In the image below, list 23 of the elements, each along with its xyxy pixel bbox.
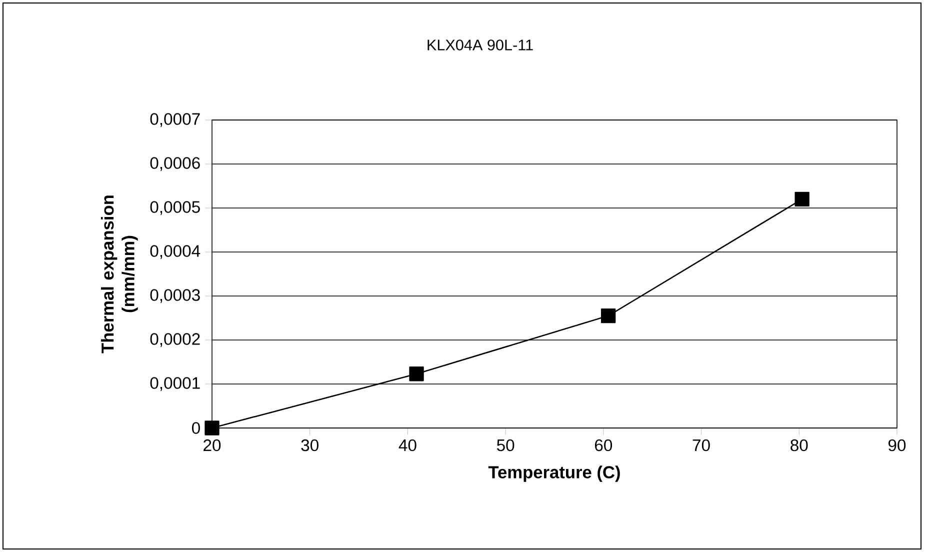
x-tick-label: 60: [594, 439, 612, 452]
x-tick-label: 80: [790, 439, 808, 452]
x-tick-label: 90: [888, 439, 906, 452]
point: [204, 420, 220, 436]
y-tick-label: 0,0006: [150, 157, 200, 171]
y-tick-label: 0: [192, 422, 200, 434]
chart-title: KLX04A 90L-11: [428, 40, 533, 50]
x-tick-label: 30: [301, 439, 318, 452]
x-tick-label: 50: [496, 439, 514, 452]
y-tick-label: 0,0003: [150, 289, 200, 303]
y-axis-title: Thermal expansion (mm/mm): [101, 196, 138, 354]
y-tick-label: 0,0007: [150, 113, 200, 127]
x-tick-label: 20: [204, 439, 221, 452]
x-axis-title: Temperature (C): [488, 466, 620, 482]
point: [600, 308, 616, 324]
y-tick-label: 0,0001: [150, 377, 200, 391]
x-tick-label: 40: [398, 439, 416, 452]
y-tick-label: 0,0002: [150, 333, 200, 347]
y-tick-label: 0,0004: [150, 245, 200, 259]
x-tick-label: 70: [692, 439, 710, 452]
point: [794, 192, 810, 207]
y-tick-label: 0,0005: [150, 201, 200, 215]
point: [409, 366, 424, 382]
